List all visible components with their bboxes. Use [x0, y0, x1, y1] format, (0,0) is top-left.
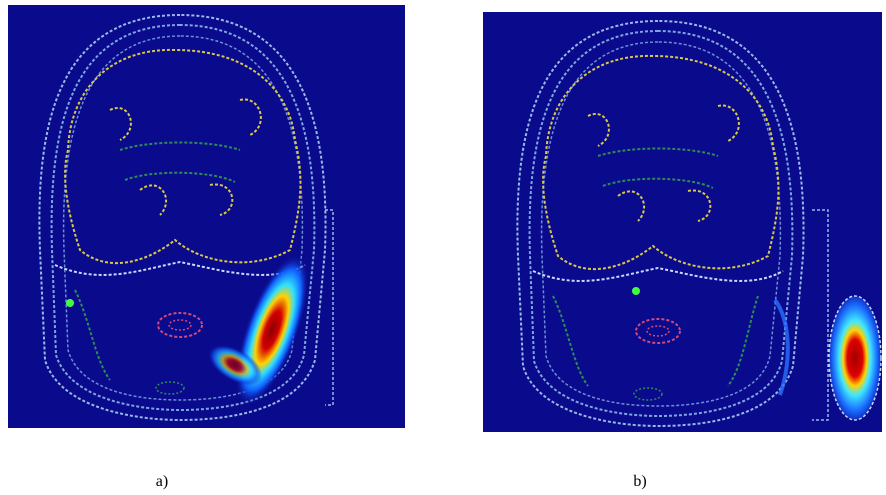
panel-label: b) [633, 473, 646, 490]
panel-background [483, 12, 882, 432]
panel-background [8, 5, 405, 428]
panel-a [8, 5, 405, 428]
field-hotspot [829, 296, 881, 420]
panel-label: a) [156, 473, 168, 490]
marker [66, 299, 74, 307]
figure: a) b) [0, 0, 886, 495]
marker [632, 287, 640, 295]
panel-b [483, 12, 882, 432]
